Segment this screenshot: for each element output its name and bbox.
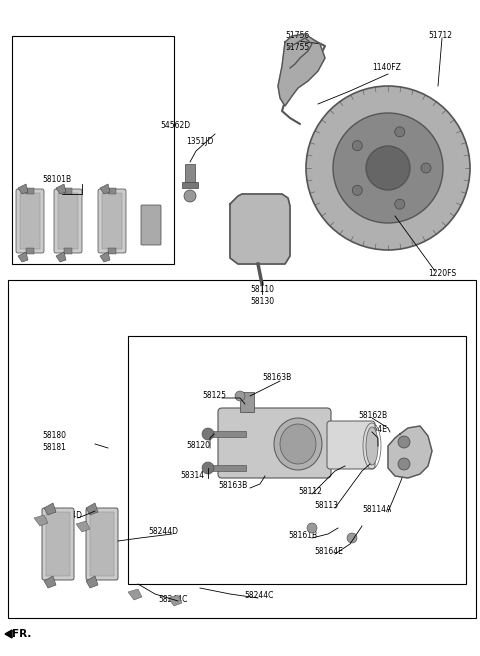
Bar	[46, 512, 70, 576]
Text: 58161B: 58161B	[288, 531, 317, 541]
Circle shape	[398, 458, 410, 470]
Polygon shape	[388, 426, 432, 478]
Circle shape	[235, 391, 245, 401]
Circle shape	[395, 199, 405, 209]
Bar	[8, 280, 476, 618]
FancyBboxPatch shape	[42, 508, 74, 580]
Text: 58244D: 58244D	[148, 527, 178, 537]
Polygon shape	[34, 515, 48, 526]
Circle shape	[347, 533, 357, 543]
Bar	[108, 188, 116, 194]
Text: 58164E: 58164E	[314, 548, 343, 556]
Text: 58162B: 58162B	[358, 411, 387, 420]
Text: 58163B: 58163B	[218, 482, 247, 491]
Polygon shape	[44, 576, 56, 588]
Polygon shape	[100, 184, 110, 194]
Text: 58120: 58120	[186, 441, 210, 451]
Text: 54562D: 54562D	[160, 121, 190, 131]
Circle shape	[398, 436, 410, 448]
Circle shape	[366, 146, 410, 190]
Polygon shape	[18, 252, 28, 262]
Polygon shape	[100, 252, 110, 262]
Text: 58130: 58130	[250, 298, 274, 306]
Polygon shape	[128, 589, 142, 600]
Polygon shape	[288, 38, 312, 68]
Ellipse shape	[280, 424, 316, 464]
Circle shape	[202, 462, 214, 474]
Polygon shape	[278, 34, 325, 106]
Text: 58113: 58113	[314, 501, 338, 510]
Circle shape	[306, 86, 470, 250]
Circle shape	[184, 190, 196, 202]
Circle shape	[352, 140, 362, 151]
FancyBboxPatch shape	[218, 408, 331, 478]
Bar	[208, 465, 246, 471]
Circle shape	[202, 428, 214, 440]
Text: 51712: 51712	[428, 31, 452, 41]
FancyBboxPatch shape	[141, 205, 161, 245]
FancyBboxPatch shape	[86, 508, 118, 580]
Bar	[12, 36, 174, 264]
Text: 58101B: 58101B	[42, 176, 71, 184]
Text: FR.: FR.	[12, 629, 31, 639]
Bar	[64, 248, 72, 254]
FancyBboxPatch shape	[54, 189, 82, 253]
Text: 58181: 58181	[42, 443, 66, 453]
Circle shape	[352, 186, 362, 195]
Text: 58114A: 58114A	[362, 506, 391, 514]
Polygon shape	[18, 184, 28, 194]
Polygon shape	[56, 184, 66, 194]
Circle shape	[395, 127, 405, 137]
Text: 58112: 58112	[298, 487, 322, 497]
Bar	[26, 188, 34, 194]
Polygon shape	[44, 503, 56, 515]
Text: 58314: 58314	[180, 472, 204, 480]
Bar	[58, 193, 78, 249]
Text: 58125: 58125	[202, 392, 226, 401]
Text: 51755: 51755	[285, 43, 309, 52]
Text: 58244D: 58244D	[52, 512, 82, 520]
Text: 58110: 58110	[250, 285, 274, 295]
Text: 58163B: 58163B	[262, 373, 291, 382]
Ellipse shape	[366, 427, 378, 465]
Polygon shape	[56, 252, 66, 262]
Polygon shape	[5, 630, 12, 638]
Text: 1351JD: 1351JD	[186, 138, 214, 146]
Bar	[20, 193, 40, 249]
Text: 58164E: 58164E	[358, 426, 387, 434]
Bar	[102, 193, 122, 249]
FancyBboxPatch shape	[327, 421, 375, 469]
Polygon shape	[230, 194, 290, 264]
Bar	[128, 336, 466, 584]
Polygon shape	[76, 521, 90, 532]
Bar	[208, 431, 246, 437]
Bar	[108, 248, 116, 254]
Text: 58244C: 58244C	[158, 594, 187, 604]
Text: 58180: 58180	[42, 432, 66, 440]
Circle shape	[421, 163, 431, 173]
Text: 58244C: 58244C	[244, 592, 274, 600]
Text: 1220FS: 1220FS	[428, 270, 456, 279]
Bar	[185, 164, 195, 186]
Circle shape	[333, 113, 443, 223]
FancyBboxPatch shape	[16, 189, 44, 253]
Bar	[182, 182, 198, 188]
Bar	[90, 512, 114, 576]
Circle shape	[307, 523, 317, 533]
Polygon shape	[86, 503, 98, 515]
Bar	[64, 188, 72, 194]
Bar	[26, 248, 34, 254]
Ellipse shape	[274, 418, 322, 470]
Polygon shape	[86, 576, 98, 588]
Text: 1140FZ: 1140FZ	[372, 64, 401, 73]
FancyBboxPatch shape	[98, 189, 126, 253]
Polygon shape	[168, 595, 182, 606]
Bar	[240, 392, 254, 412]
Text: 51756: 51756	[285, 31, 309, 41]
